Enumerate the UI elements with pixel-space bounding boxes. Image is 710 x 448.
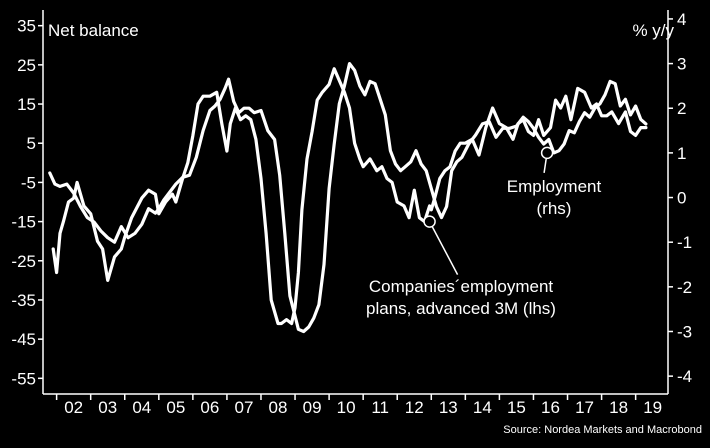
employment-plans-series-line — [51, 67, 648, 326]
right-tick-label: -2 — [677, 278, 692, 297]
right-tick-label: 1 — [677, 144, 686, 163]
plans-annotation-line1: Companies´employment — [369, 277, 554, 296]
plans-marker — [423, 215, 436, 228]
employment-annotation-line2: (rhs) — [537, 199, 572, 218]
x-tick-label: 17 — [575, 398, 594, 417]
employment-marker — [540, 146, 554, 160]
right-tick-label: -3 — [677, 322, 692, 341]
x-tick-label: 18 — [609, 398, 628, 417]
left-tick-label: 5 — [27, 134, 36, 153]
left-axis-title: Net balance — [48, 21, 139, 40]
left-tick-label: -25 — [11, 252, 36, 271]
x-tick-label: 10 — [337, 398, 356, 417]
x-tick-label: 11 — [371, 398, 389, 417]
x-tick-label: 19 — [643, 398, 662, 417]
x-tick-label: 05 — [166, 398, 185, 417]
employment-series-line — [48, 62, 648, 334]
x-tick-label: 02 — [64, 398, 83, 417]
x-tick-label: 04 — [132, 398, 151, 417]
source-note: Source: Nordea Markets and Macrobond — [503, 424, 702, 436]
left-tick-label: 25 — [17, 56, 36, 75]
right-tick-label: 0 — [677, 189, 686, 208]
x-tick-label: 08 — [269, 398, 288, 417]
right-tick-label: 3 — [677, 55, 686, 74]
left-tick-label: 15 — [17, 95, 36, 114]
right-tick-label: -1 — [677, 233, 692, 252]
x-tick-label: 13 — [439, 398, 458, 417]
right-tick-label: 2 — [677, 99, 686, 118]
left-tick-label: -15 — [11, 213, 36, 232]
annotations: Net balance % y/y Employment (rhs) Compa… — [48, 21, 702, 436]
x-tick-label: 03 — [98, 398, 117, 417]
left-tick-label: -35 — [11, 291, 36, 310]
x-tick-label: 15 — [507, 398, 526, 417]
left-tick-label: -5 — [21, 173, 36, 192]
left-tick-label: -55 — [11, 369, 36, 388]
x-tick-label: 06 — [200, 398, 219, 417]
employment-annotation-line1: Employment — [507, 177, 602, 196]
series-lines — [48, 62, 648, 334]
left-tick-label: 35 — [17, 17, 36, 36]
x-tick-label: 12 — [405, 398, 424, 417]
right-tick-label: 4 — [677, 10, 686, 29]
chart-axes — [38, 10, 673, 400]
right-axis-title: % y/y — [632, 21, 674, 40]
plans-annotation-line2: plans, advanced 3M (lhs) — [366, 299, 556, 318]
left-tick-label: -45 — [11, 330, 36, 349]
x-tick-label: 07 — [234, 398, 253, 417]
plans-leader-line — [428, 221, 459, 275]
x-tick-label: 09 — [303, 398, 322, 417]
right-tick-label: -4 — [677, 367, 692, 386]
x-tick-label: 14 — [473, 398, 492, 417]
x-tick-label: 16 — [541, 398, 560, 417]
